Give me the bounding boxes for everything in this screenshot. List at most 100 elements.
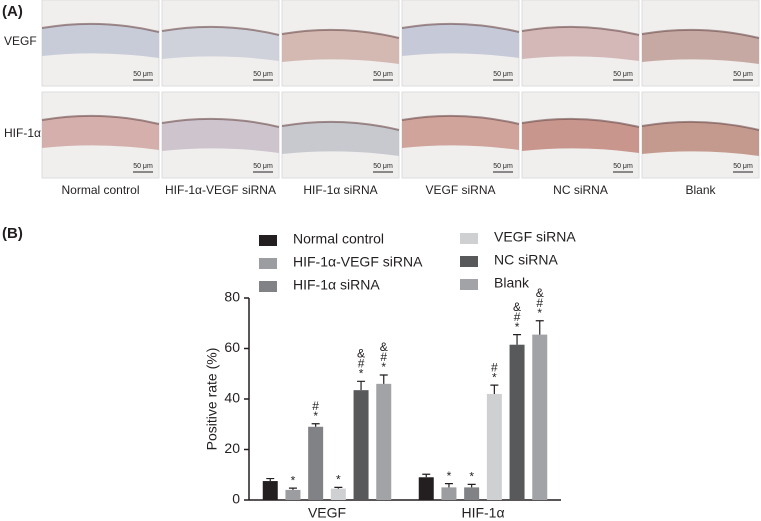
column-label: Normal control <box>61 183 139 197</box>
bar <box>285 489 301 500</box>
bar <box>308 426 324 500</box>
significance-mark: # <box>358 356 365 370</box>
bar <box>509 344 525 500</box>
tissue-band <box>42 23 159 58</box>
significance-mark: * <box>381 360 386 374</box>
scale-bar-label: 50 μm <box>493 71 513 78</box>
error-bar <box>288 487 297 490</box>
bar <box>262 481 278 500</box>
tissue-band <box>402 115 519 150</box>
error-bar <box>444 482 453 488</box>
error-bar <box>490 384 499 394</box>
tissue-edge <box>521 117 640 128</box>
error-bar <box>379 374 388 384</box>
tissue-edge <box>641 120 760 131</box>
significance-mark: # <box>312 399 319 413</box>
tissue-band <box>162 118 279 153</box>
error-bar <box>311 423 320 427</box>
tissue-edge <box>41 22 160 33</box>
error-bar <box>535 320 544 335</box>
bar <box>376 383 392 500</box>
y-tick-label: 20 <box>224 440 240 456</box>
significance-mark: * <box>359 366 364 380</box>
scale-bar-label: 50 μm <box>493 163 513 170</box>
column-label: HIF-1α-VEGF siRNA <box>165 183 276 197</box>
tissue-band <box>282 29 399 64</box>
tissue-band <box>162 26 279 61</box>
tissue-band <box>642 121 759 156</box>
bar <box>330 488 346 500</box>
column-label: HIF-1α siRNA <box>303 183 377 197</box>
legend-label: HIF-1α siRNA <box>293 277 380 293</box>
significance-mark: # <box>514 310 521 324</box>
significance-mark: # <box>380 350 387 364</box>
error-bar <box>334 486 343 489</box>
bar <box>486 393 502 500</box>
column-label: VEGF siRNA <box>425 183 495 197</box>
tissue-band <box>522 26 639 61</box>
scale-bar-label: 50 μm <box>373 163 393 170</box>
tissue-edge <box>521 25 640 36</box>
column-label: NC siRNA <box>553 183 608 197</box>
y-tick-label: 80 <box>224 289 240 305</box>
significance-mark: * <box>492 370 497 384</box>
legend-label: Blank <box>494 275 530 291</box>
scale-bar-label: 50 μm <box>133 163 153 170</box>
row-label: VEGF <box>4 34 37 48</box>
row-label: HIF-1α <box>4 126 41 140</box>
significance-mark: & <box>357 346 365 360</box>
legend-swatch <box>460 233 478 244</box>
error-bar <box>513 334 522 345</box>
y-tick-label: 40 <box>224 390 240 406</box>
scale-bar-label: 50 μm <box>253 71 273 78</box>
legend-swatch <box>259 281 277 292</box>
x-tick-label: HIF-1α <box>461 505 504 521</box>
tissue-edge <box>281 28 400 39</box>
significance-mark: & <box>536 286 544 300</box>
legend-swatch <box>460 256 478 267</box>
x-tick-label: VEGF <box>308 505 346 521</box>
significance-mark: # <box>536 296 543 310</box>
column-label: Blank <box>685 183 716 197</box>
tissue-edge <box>41 114 160 125</box>
scale-bar-label: 50 μm <box>613 163 633 170</box>
significance-mark: * <box>336 473 341 487</box>
significance-mark: * <box>515 320 520 334</box>
scale-bar-label: 50 μm <box>733 71 753 78</box>
tissue-band <box>642 29 759 64</box>
y-axis-label: Positive rate (%) <box>204 348 220 451</box>
legend-label: NC siRNA <box>494 252 558 268</box>
bar <box>418 477 434 500</box>
significance-mark: * <box>537 306 542 320</box>
scale-bar-label: 50 μm <box>733 163 753 170</box>
y-tick-label: 0 <box>232 491 240 507</box>
significance-mark: # <box>491 360 498 374</box>
bar <box>532 334 548 500</box>
legend-swatch <box>259 235 277 246</box>
error-bar <box>467 483 476 488</box>
tissue-edge <box>281 120 400 131</box>
bar <box>441 487 457 500</box>
bar <box>353 390 369 500</box>
legend-swatch <box>460 279 478 290</box>
tissue-band <box>282 121 399 156</box>
bar <box>464 487 480 500</box>
tissue-edge <box>161 25 280 36</box>
panel-label: (B) <box>2 225 23 242</box>
significance-mark: * <box>447 469 452 483</box>
tissue-edge <box>641 28 760 39</box>
error-bar <box>422 473 431 478</box>
tissue-edge <box>401 114 520 125</box>
scale-bar-label: 50 μm <box>373 71 393 78</box>
tissue-edge <box>161 117 280 128</box>
significance-mark: * <box>313 409 318 423</box>
y-tick-label: 60 <box>224 339 240 355</box>
legend-swatch <box>259 258 277 269</box>
significance-mark: * <box>291 473 296 487</box>
tissue-edge <box>401 22 520 33</box>
tissue-band <box>522 118 639 153</box>
significance-mark: * <box>469 470 474 484</box>
legend-label: Normal control <box>293 231 384 247</box>
scale-bar-label: 50 μm <box>613 71 633 78</box>
